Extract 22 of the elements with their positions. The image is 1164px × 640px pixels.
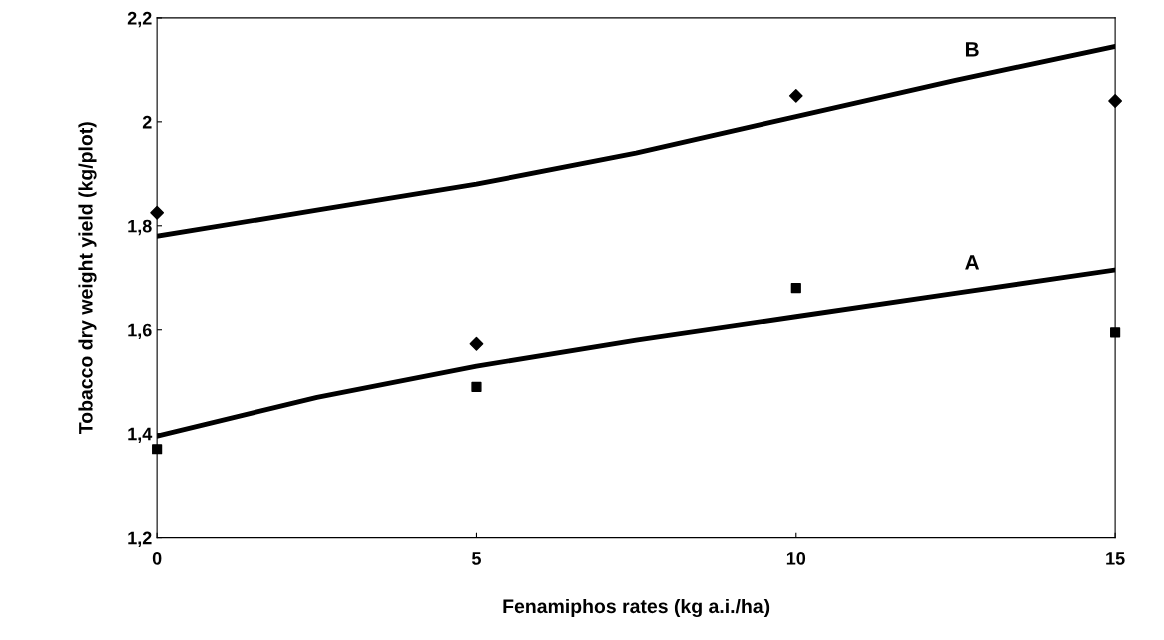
x-tick-label: 10: [786, 551, 806, 565]
point: [469, 336, 484, 351]
y-tick-label: 1,8: [128, 219, 152, 236]
point: [152, 444, 163, 455]
annotation: B: [965, 42, 979, 57]
point: [788, 88, 803, 103]
y-axis-title: Tobacco dry weight yield (kg/plot): [78, 122, 97, 434]
y-tick-label: 1,4: [128, 427, 153, 443]
point: [150, 205, 165, 220]
x-tick-label: 0: [152, 551, 162, 565]
point: [790, 283, 801, 294]
y-tick-label: 2: [142, 115, 152, 129]
point: [1110, 327, 1121, 338]
y-tick-label: 2,2: [127, 11, 152, 28]
x-tick-label: 15: [1106, 552, 1125, 565]
x-tick-label: 5: [472, 552, 481, 565]
x-axis-title: Fenamiphos rates (kg a.i./ha): [503, 598, 770, 618]
point: [471, 381, 482, 392]
y-tick-label: 1,6: [128, 323, 152, 340]
y-tick-label: 1,2: [128, 531, 152, 547]
point: [1108, 94, 1123, 108]
annotation: A: [965, 255, 980, 270]
